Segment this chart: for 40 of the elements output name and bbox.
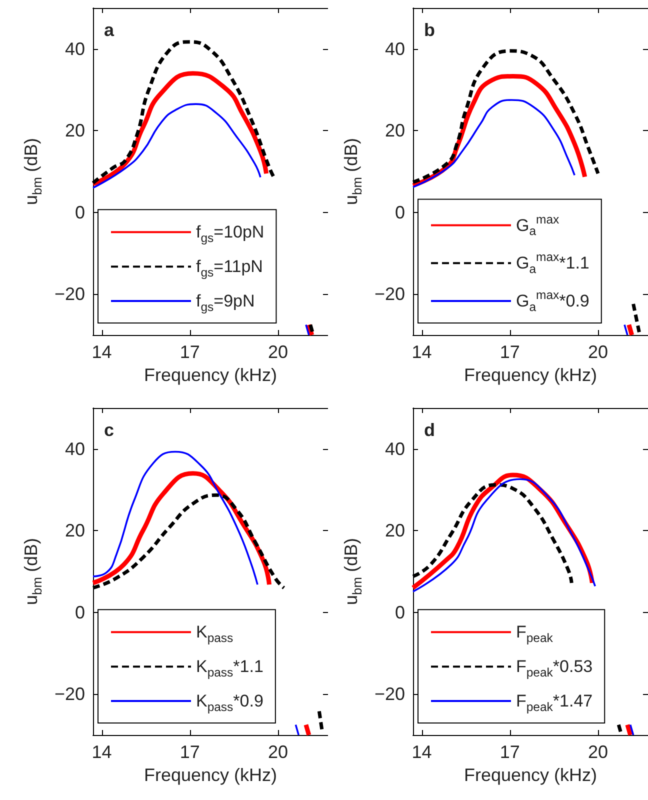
x-tick-label: 20 [268, 342, 288, 362]
x-axis-title: Frequency (kHz) [464, 764, 598, 785]
text: c [104, 420, 114, 440]
x-tick-label: 20 [268, 742, 288, 762]
x-tick-label: 14 [92, 742, 112, 762]
x-tick-label: 20 [588, 742, 608, 762]
y-tick-label: 40 [64, 438, 85, 459]
y-tick-label: 40 [64, 38, 85, 59]
y-tick-label: 0 [394, 202, 405, 222]
y-tick-label: 20 [64, 520, 85, 541]
x-axis-title: Frequency (kHz) [144, 764, 278, 785]
x-tick-label: 20 [588, 342, 608, 362]
y-tick-label: 20 [64, 120, 85, 141]
y-axis-title: ubm (dB) [20, 138, 45, 206]
y-tick-label: −20 [54, 284, 85, 304]
y-tick-label: −20 [374, 684, 405, 704]
y-tick-label: 20 [384, 120, 405, 141]
y-tick-label: 40 [384, 438, 405, 459]
x-tick-label: 17 [180, 742, 200, 762]
text: d [424, 420, 435, 440]
y-tick-label: 0 [394, 602, 405, 622]
y-tick-label: −20 [374, 284, 405, 304]
y-tick-label: 40 [384, 38, 405, 59]
text: b [424, 20, 435, 40]
x-tick-label: 17 [500, 342, 520, 362]
y-tick-label: −20 [54, 684, 85, 704]
y-axis-title: ubm (dB) [340, 538, 365, 606]
x-axis-title: Frequency (kHz) [144, 364, 278, 385]
y-tick-label: 20 [384, 520, 405, 541]
y-tick-label: 0 [74, 602, 85, 622]
y-tick-label: 0 [74, 202, 85, 222]
x-axis-title: Frequency (kHz) [464, 364, 598, 385]
y-axis-title: ubm (dB) [340, 138, 365, 206]
x-tick-label: 17 [180, 342, 200, 362]
y-axis-title: ubm (dB) [20, 538, 45, 606]
x-tick-label: 17 [500, 742, 520, 762]
x-tick-label: 14 [412, 342, 432, 362]
x-tick-label: 14 [92, 342, 112, 362]
x-tick-label: 14 [412, 742, 432, 762]
text: a [104, 20, 115, 40]
